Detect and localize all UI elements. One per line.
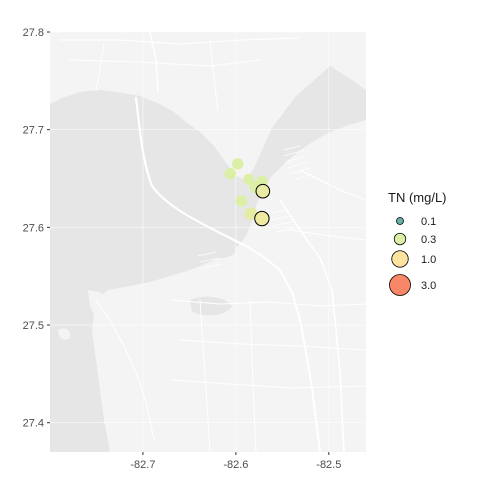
legend-key-label: 0.1 xyxy=(421,216,436,228)
y-tick-label: 27.4 xyxy=(23,418,44,430)
y-tick-label: 27.6 xyxy=(23,222,44,234)
land-islet-1 xyxy=(166,92,192,104)
road-island xyxy=(95,299,155,441)
road-north-4 xyxy=(209,39,219,111)
wetland-hatching xyxy=(197,145,313,269)
legend-title: TN (mg/L) xyxy=(388,190,447,205)
legend-keys: 0.1 0.3 1.0 3.0 xyxy=(389,216,436,296)
wetland-1 xyxy=(283,145,313,181)
legend-key-label: 3.0 xyxy=(421,280,436,292)
land-north xyxy=(50,32,366,180)
legend: TN (mg/L) 0.1 0.3 1.0 3.0 xyxy=(388,190,447,296)
legend-key-symbol xyxy=(393,232,407,246)
road-us19 xyxy=(149,32,159,93)
y-tick-label: 27.8 xyxy=(23,27,44,39)
legend-key-symbol xyxy=(391,250,409,268)
legend-key-symbol xyxy=(396,217,404,225)
land-islet-2 xyxy=(58,328,71,340)
land-southeast xyxy=(92,120,366,452)
x-tick-label: -82.7 xyxy=(130,459,155,471)
wetland-2 xyxy=(267,209,295,233)
basemap xyxy=(50,32,366,452)
data-point xyxy=(255,183,271,199)
x-tick-label: -82.6 xyxy=(223,459,248,471)
legend-key-label: 1.0 xyxy=(421,254,436,266)
road-north-3 xyxy=(95,43,105,91)
road-south-4 xyxy=(199,299,211,452)
water-pocket-2 xyxy=(204,242,236,259)
legend-key-symbol xyxy=(389,274,411,296)
road-south-1 xyxy=(169,299,366,307)
data-point xyxy=(231,158,244,170)
road-us41 xyxy=(279,199,345,452)
y-tick-label: 27.5 xyxy=(23,320,44,332)
road-north-2 xyxy=(69,59,261,67)
data-point xyxy=(243,173,255,186)
road-i275 xyxy=(245,245,321,452)
road-south-5 xyxy=(249,299,257,452)
data-point xyxy=(235,195,248,207)
road-east-1 xyxy=(299,169,366,201)
land-northeast xyxy=(300,32,366,90)
land-barrier-island xyxy=(88,290,162,452)
road-north-1 xyxy=(59,37,301,45)
data-point xyxy=(224,167,237,180)
legend-key-label: 0.3 xyxy=(421,234,436,246)
data-point xyxy=(254,210,270,227)
data-point xyxy=(244,207,258,221)
x-tick-label: -82.5 xyxy=(316,459,341,471)
grid-lines xyxy=(50,32,366,452)
y-tick-label: 27.7 xyxy=(23,125,44,137)
roads xyxy=(59,32,366,452)
road-south-2 xyxy=(179,339,366,351)
wetland-3 xyxy=(197,251,223,269)
points-layer xyxy=(224,158,271,227)
road-east-2 xyxy=(289,229,366,241)
axes: 27.4 27.5 27.6 27.7 27.8 -82.7 -82.6 -82.5 xyxy=(23,27,342,471)
road-south-3 xyxy=(169,379,366,389)
